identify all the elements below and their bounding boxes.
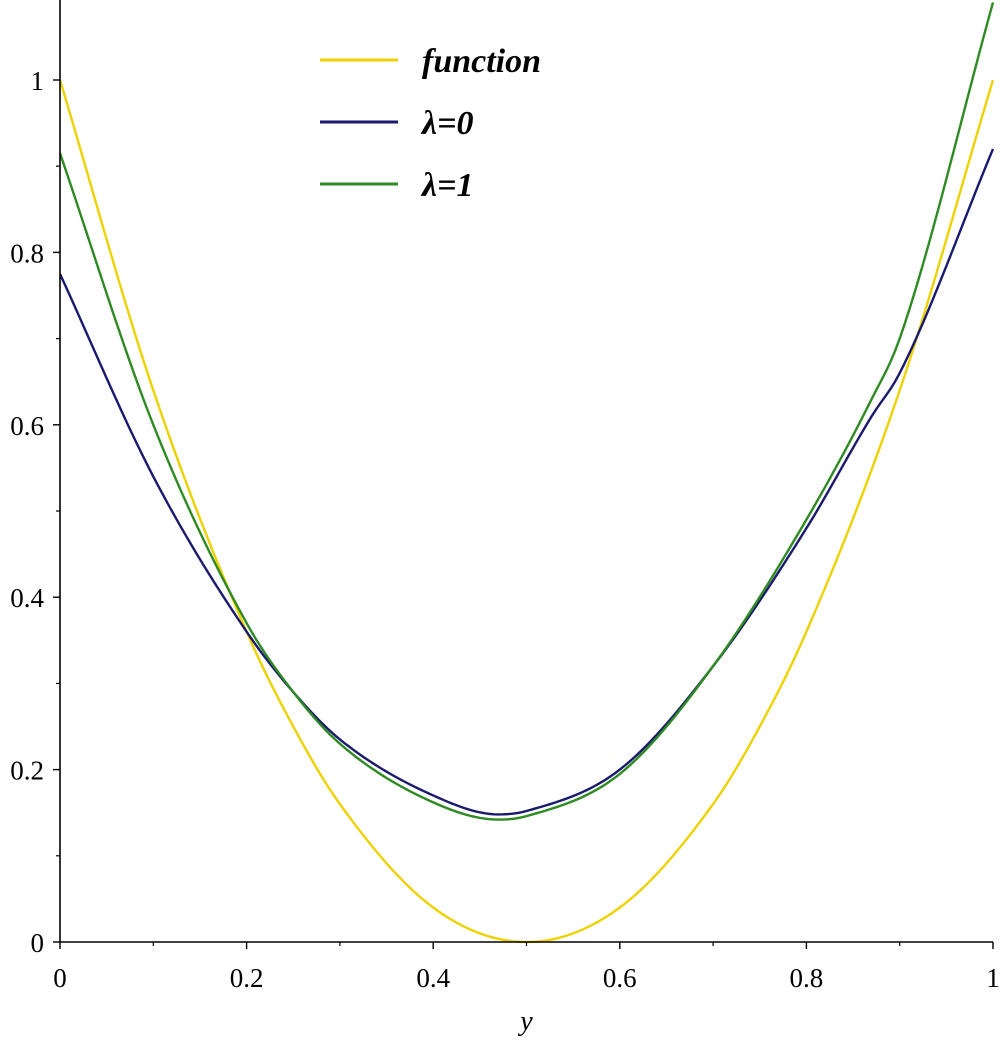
series-line-0	[60, 79, 995, 944]
x-tick-label: 0.4	[416, 963, 450, 993]
series-line-1	[60, 148, 995, 816]
legend-label-0: function	[422, 43, 541, 80]
x-tick-label: 0.8	[790, 963, 824, 993]
series-layer	[60, 2, 995, 944]
y-tick-label: 0.6	[10, 411, 44, 441]
y-tick-label: 0	[31, 928, 45, 958]
legend-label-1: λ=0	[420, 105, 473, 142]
y-tick-label: 0.2	[10, 756, 44, 786]
x-tick-label: 0.2	[230, 963, 264, 993]
x-tick-label: 1	[986, 963, 1000, 993]
x-axis-title: y	[517, 1006, 533, 1037]
x-tick-label: 0	[53, 963, 67, 993]
series-line-2	[60, 2, 995, 821]
axes-layer: 0 0.2 0.4 0.6 0.8 1 0 0.2 0.4 0.6 0.8 1 y	[10, 0, 1000, 1037]
legend-label-2: λ=1	[420, 167, 473, 204]
y-tick-label: 1	[31, 66, 45, 96]
y-tick-label: 0.8	[10, 238, 44, 268]
x-tick-label: 0.6	[603, 963, 637, 993]
y-tick-label: 0.4	[10, 583, 44, 613]
legend: function λ=0 λ=1	[320, 43, 541, 204]
